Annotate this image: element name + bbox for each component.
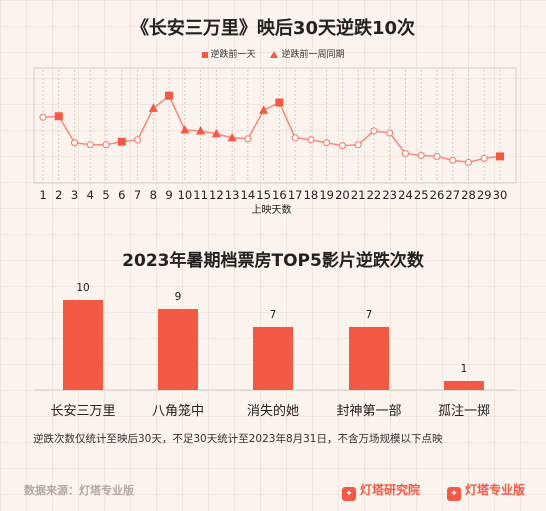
data-point [480,154,488,162]
brand-label: 灯塔专业版 [465,483,526,497]
x-tick-label: 17 [288,188,303,202]
x-tick-label: 7 [134,188,141,202]
bar-category-label: 长安三万里 [50,404,115,419]
bar-chart-title: 2023年暑期档票房TOP5影片逆跌次数 [122,251,424,271]
x-axis-label: 上映天数 [252,203,292,216]
bar-value-label: 7 [366,309,373,321]
x-tick-label: 27 [445,188,460,202]
prev-week-marker [180,124,190,134]
footnote: 逆跌次数仅统计至映后30天，不足30天统计至2023年8月31日，不含万场规模以… [33,433,443,445]
data-source: 数据来源：灯塔专业版 [24,484,134,497]
prev-day-marker [275,98,284,107]
brand-research: ✦ 灯塔研究院 [342,481,420,501]
x-tick-label: 23 [382,188,397,202]
line-chart-title: 《长安三万里》映后30天逆跌10次 [130,18,416,39]
prev-day-marker [54,112,63,121]
series-line [42,94,501,164]
data-point [307,136,315,144]
x-tick-label: 24 [398,188,413,202]
bar [349,327,389,390]
legend-label: 逆跌前一天 [210,50,256,60]
x-tick-label: 6 [118,188,125,202]
data-point [291,134,299,142]
x-tick-label: 15 [256,188,271,202]
bar-category-label: 孤注一掷 [438,404,490,419]
data-point [386,129,394,137]
data-point [86,141,94,149]
x-tick-label: 21 [351,188,366,202]
prev-day-marker [165,91,174,100]
bar [158,309,198,390]
bar-value-label: 7 [270,309,277,321]
data-point [417,151,425,160]
data-point [401,149,410,158]
x-tick-label: 5 [102,188,109,202]
data-point [449,156,457,164]
prev-week-marker [148,103,158,112]
brand-label: 灯塔研究院 [360,483,421,497]
triangle-marker-icon [270,51,279,58]
data-point [370,127,378,135]
x-tick-label: 25 [414,188,429,202]
prev-week-marker [259,105,269,114]
bar [444,381,484,390]
lighthouse-icon: ✦ [447,487,461,501]
x-tick-label: 30 [493,188,508,202]
brand-pro: ✦ 灯塔专业版 [447,481,525,501]
x-tick-label: 2 [55,188,62,202]
lighthouse-icon: ✦ [342,487,356,501]
x-tick-label: 28 [461,188,476,202]
x-tick-label: 29 [477,188,492,202]
x-tick-label: 3 [71,188,78,202]
x-tick-label: 22 [367,188,382,202]
prev-week-marker [196,125,206,135]
x-tick-label: 8 [150,188,157,202]
x-tick-label: 14 [241,188,256,202]
data-point [338,142,347,150]
bar-value-label: 10 [76,282,89,294]
square-marker-icon [201,51,208,58]
x-tick-label: 13 [225,188,240,202]
bar-value-label: 9 [175,291,182,303]
x-tick-label: 18 [304,188,319,202]
bar-category-label: 封神第一部 [336,404,401,419]
bar-category-label: 消失的她 [247,403,299,419]
x-tick-label: 20 [335,188,350,202]
x-tick-label: 9 [165,188,172,202]
bar [63,300,103,390]
data-point [464,158,473,166]
line-chart-frame [33,67,517,184]
x-tick-label: 1 [39,188,46,202]
data-point [70,139,79,147]
x-tick-label: 4 [87,188,94,202]
x-tick-label: 10 [178,188,193,202]
data-point [133,136,142,144]
prev-week-marker [227,132,237,142]
bar-category-label: 八角笼中 [152,403,204,419]
bar [253,327,293,390]
legend-label: 逆跌前一周同期 [281,50,345,60]
data-point [102,141,110,149]
data-point [244,135,252,143]
bar-value-label: 1 [461,363,468,375]
x-tick-label: 11 [193,188,208,202]
line-chart-legend: 逆跌前一天 逆跌前一周同期 [0,47,546,60]
prev-day-marker [496,152,504,161]
data-point [323,139,331,147]
data-point [39,113,47,121]
x-tick-label: 12 [209,188,224,202]
x-tick-label: 19 [319,188,334,202]
legend-item-prev-day: 逆跌前一天 [201,50,256,60]
prev-day-marker [117,137,126,146]
prev-week-marker [211,128,221,138]
data-point [433,152,441,161]
legend-item-prev-week: 逆跌前一周同期 [270,50,344,60]
x-tick-label: 26 [430,188,445,202]
x-tick-label: 16 [272,188,287,202]
data-point [354,141,362,149]
